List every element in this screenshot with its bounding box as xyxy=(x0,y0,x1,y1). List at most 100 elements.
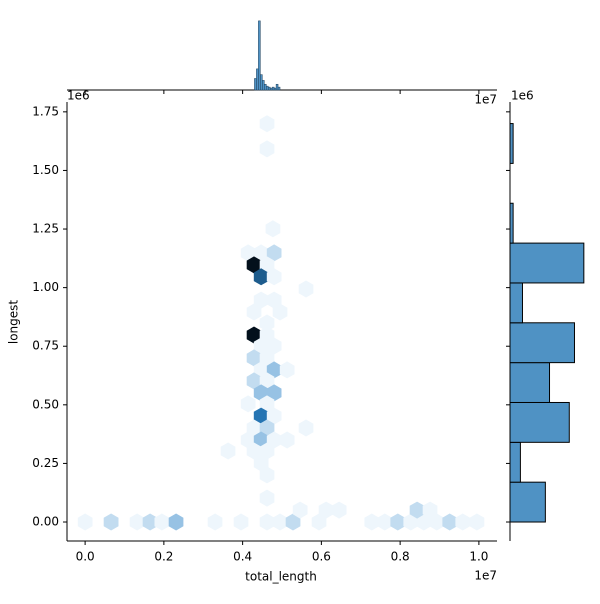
x-tick-label: 0.2 xyxy=(154,550,173,564)
hexbin xyxy=(416,513,432,531)
hexbin xyxy=(259,513,275,531)
x-axis-label: total_length xyxy=(245,570,317,584)
y-offset-label: 1e6 xyxy=(67,89,90,103)
hexbin xyxy=(318,501,334,519)
hexbin xyxy=(377,513,393,531)
marginal-y-bar xyxy=(509,123,514,164)
hexbin xyxy=(207,513,223,531)
hexbin xyxy=(403,513,419,531)
x-tick-label: 0.4 xyxy=(233,550,252,564)
hexbin xyxy=(266,291,282,309)
marginal-x-bar xyxy=(258,20,261,91)
marginal-x-bar xyxy=(262,80,265,91)
marginal-x-bar xyxy=(254,78,257,91)
y-tick-label: 0.75 xyxy=(32,339,59,353)
marginal-y-bar xyxy=(509,322,575,364)
y-tick-label: 1.75 xyxy=(32,104,59,118)
hexbin xyxy=(253,454,269,472)
hexbin xyxy=(259,140,275,158)
hexbin xyxy=(168,513,184,531)
marginal-x-bar xyxy=(271,86,275,91)
hexbin xyxy=(279,361,295,379)
hexbin xyxy=(266,431,282,449)
hexbin xyxy=(253,337,269,355)
marginal-x-bar xyxy=(256,68,259,91)
x-tick-label: 0.6 xyxy=(312,550,331,564)
y-tick-label: 1.50 xyxy=(32,163,59,177)
x-offset-label: 1e7 xyxy=(474,569,497,583)
x-tick-label: 0.8 xyxy=(391,550,410,564)
hexbin xyxy=(259,256,275,274)
marginal-x-bar xyxy=(269,87,273,91)
hexbin xyxy=(272,303,288,321)
hexbin xyxy=(253,291,269,309)
marginal-y-bar xyxy=(509,481,546,523)
marginal-y-bar xyxy=(509,242,585,284)
marginal-x-bar xyxy=(277,86,281,91)
hexbin xyxy=(259,115,275,133)
hexbin xyxy=(259,489,275,507)
marginal-x-bar xyxy=(264,83,267,91)
marginal-y-bar xyxy=(509,282,523,324)
hexbin xyxy=(266,361,282,379)
hexbin xyxy=(246,419,262,437)
hexbin xyxy=(469,513,485,531)
hexbin xyxy=(233,513,249,531)
marginal-y-bar xyxy=(509,362,551,403)
hexbin xyxy=(240,244,256,262)
hexbin xyxy=(154,513,170,531)
marginal-x-bar xyxy=(265,85,269,91)
hexbin xyxy=(298,280,314,298)
marginal-x-bar xyxy=(260,74,263,91)
hexbin xyxy=(272,513,288,531)
hexbin xyxy=(298,419,314,437)
y-tick-label: 0.00 xyxy=(32,515,59,529)
marginal-y-bar xyxy=(509,401,570,443)
x-offset-label: 1e7 xyxy=(474,93,497,107)
y-tick-label: 1.00 xyxy=(32,280,59,294)
hexbin xyxy=(409,501,425,519)
hexbin xyxy=(266,268,282,286)
hexbin xyxy=(259,372,275,390)
hexbin xyxy=(259,466,275,484)
hexbin xyxy=(292,501,308,519)
hexbin xyxy=(259,419,275,437)
hexbin xyxy=(142,513,158,531)
hexbin xyxy=(429,513,445,531)
hexbin xyxy=(266,337,282,355)
marginal-x-bar xyxy=(267,86,271,91)
hexbin xyxy=(279,431,295,449)
hexbin xyxy=(311,513,327,531)
y-offset-label: 1e6 xyxy=(511,89,534,103)
hexbin xyxy=(285,513,301,531)
hexbin xyxy=(129,513,145,531)
marginal-x-bar xyxy=(275,83,279,91)
hexbin xyxy=(259,442,275,460)
hexbin xyxy=(259,314,275,332)
y-tick-label: 0.50 xyxy=(32,397,59,411)
y-axis-label: longest xyxy=(7,300,21,345)
hexbin xyxy=(266,244,282,262)
hexbin xyxy=(364,513,380,531)
hexbin xyxy=(240,395,256,413)
hexbin xyxy=(422,501,438,519)
hexbin xyxy=(253,268,269,286)
x-tick-label: 0.0 xyxy=(76,550,95,564)
hexbin xyxy=(265,220,281,238)
hexbin xyxy=(259,349,275,367)
hexbin xyxy=(266,384,282,402)
hexbin xyxy=(266,407,282,425)
y-tick-label: 0.25 xyxy=(32,456,59,470)
hexbin xyxy=(77,513,93,531)
hexbin xyxy=(246,326,262,344)
hexbin xyxy=(220,442,236,460)
hexbin xyxy=(455,513,471,531)
hexbin xyxy=(246,256,262,274)
marginal-y-bar xyxy=(509,202,514,244)
hexbin xyxy=(246,442,262,460)
hexbin xyxy=(246,303,262,321)
x-tick-label: 1.0 xyxy=(469,550,488,564)
hexbin xyxy=(331,501,347,519)
hexbin xyxy=(259,395,275,413)
